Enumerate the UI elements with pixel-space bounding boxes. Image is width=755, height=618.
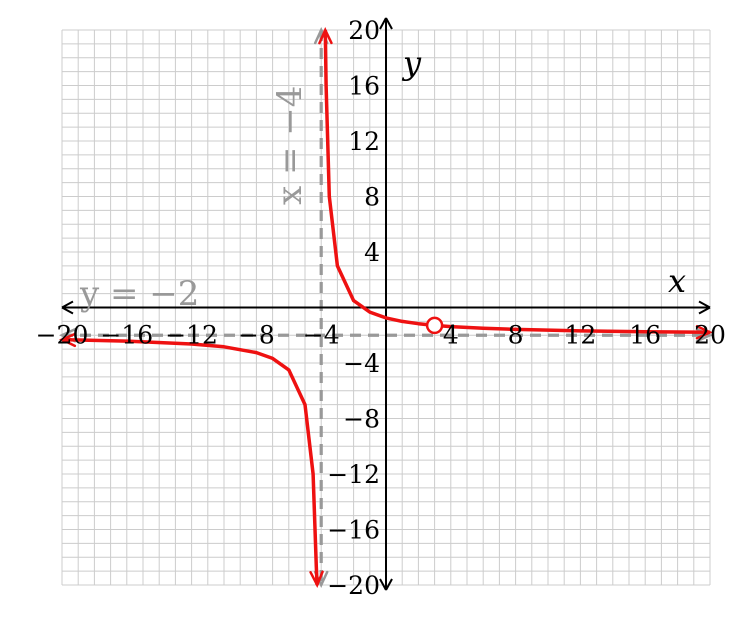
x-axis-arrow-right xyxy=(698,300,711,315)
x-tick-label: 4 xyxy=(443,321,459,350)
curve-arrow-right xyxy=(695,324,713,340)
curve-right-branch xyxy=(323,29,711,335)
y-axis-label: y xyxy=(401,44,422,82)
x-axis-arrow-left xyxy=(61,300,74,315)
tick-labels: −20 −16 −12 −8 −4 4 8 12 16 20 −20 −16 −12 −8 −4 4 8 12 16… xyxy=(36,16,726,600)
y-axis-arrow-down xyxy=(379,578,393,591)
y-axis-arrow-up xyxy=(379,17,393,30)
x-tick-label: 20 xyxy=(694,321,726,350)
horizontal-asymptote-label: y = −2 xyxy=(79,274,199,314)
x-tick-label: −8 xyxy=(238,321,275,350)
hole-point xyxy=(425,316,444,335)
x-axis-label: x xyxy=(668,262,686,300)
curve-arrow-left xyxy=(59,332,77,348)
y-tick-label: −8 xyxy=(343,405,380,434)
y-tick-label: 16 xyxy=(348,72,380,101)
y-tick-label: 12 xyxy=(348,127,380,156)
x-tick-label: −20 xyxy=(36,321,89,350)
y-tick-label: −12 xyxy=(327,460,380,489)
curve-arrow-top xyxy=(318,27,333,45)
curve-arrow-bottom xyxy=(309,570,324,588)
y-tick-label: −20 xyxy=(327,571,380,600)
x-tick-label: 8 xyxy=(508,321,524,350)
x-tick-label: −4 xyxy=(303,321,340,350)
y-tick-label: 20 xyxy=(348,16,380,45)
x-tick-label: 16 xyxy=(629,321,661,350)
curve-left-branch xyxy=(61,337,319,586)
x-tick-label: 12 xyxy=(564,321,596,350)
curves xyxy=(59,27,713,588)
y-tick-label: −4 xyxy=(343,349,380,378)
x-tick-label: −16 xyxy=(100,321,153,350)
x-tick-label: −12 xyxy=(165,321,218,350)
y-tick-label: 4 xyxy=(364,238,380,267)
vertical-asymptote-label: x = −4 xyxy=(270,86,310,205)
y-tick-label: −16 xyxy=(327,516,380,545)
y-tick-label: 8 xyxy=(364,183,380,212)
